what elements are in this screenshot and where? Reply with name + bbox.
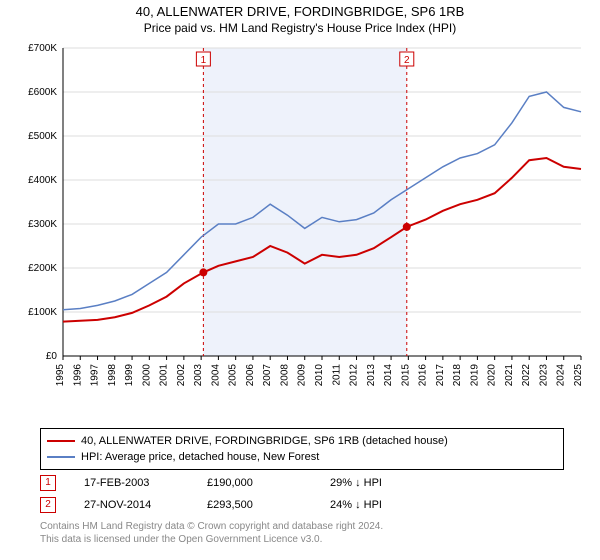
svg-text:2001: 2001	[159, 364, 170, 387]
svg-text:2023: 2023	[538, 364, 549, 387]
svg-text:£200K: £200K	[28, 263, 57, 274]
svg-text:2020: 2020	[487, 364, 498, 387]
svg-text:2010: 2010	[314, 364, 325, 387]
svg-text:£600K: £600K	[28, 87, 57, 98]
svg-text:£500K: £500K	[28, 131, 57, 142]
svg-text:2003: 2003	[193, 364, 204, 387]
title-main: 40, ALLENWATER DRIVE, FORDINGBRIDGE, SP6…	[0, 4, 600, 19]
svg-text:£100K: £100K	[28, 307, 57, 318]
footer-line: This data is licensed under the Open Gov…	[40, 533, 570, 546]
event-marker: 1	[40, 475, 56, 491]
svg-text:2005: 2005	[228, 364, 239, 387]
event-row: 1 17-FEB-2003 £190,000 29% ↓ HPI	[40, 472, 550, 494]
svg-text:2011: 2011	[331, 364, 342, 386]
svg-text:2008: 2008	[279, 364, 290, 387]
svg-text:1999: 1999	[124, 364, 135, 387]
svg-text:2025: 2025	[573, 364, 584, 387]
svg-text:2000: 2000	[141, 364, 152, 387]
svg-text:2018: 2018	[452, 364, 463, 387]
svg-text:1995: 1995	[55, 364, 66, 387]
svg-text:2004: 2004	[210, 364, 221, 387]
svg-text:£700K: £700K	[28, 43, 57, 54]
svg-text:1996: 1996	[72, 364, 83, 387]
svg-text:2007: 2007	[262, 364, 273, 387]
legend-item: HPI: Average price, detached house, New …	[47, 449, 557, 465]
legend-item: 40, ALLENWATER DRIVE, FORDINGBRIDGE, SP6…	[47, 433, 557, 449]
event-price: £293,500	[207, 494, 302, 516]
title-sub: Price paid vs. HM Land Registry's House …	[0, 21, 600, 35]
legend-label: 40, ALLENWATER DRIVE, FORDINGBRIDGE, SP6…	[81, 433, 448, 449]
svg-text:2021: 2021	[504, 364, 515, 387]
svg-text:£0: £0	[46, 351, 58, 362]
svg-text:2009: 2009	[297, 364, 308, 387]
footer-line: Contains HM Land Registry data © Crown c…	[40, 520, 570, 533]
svg-text:2: 2	[404, 55, 410, 66]
chart-titles: 40, ALLENWATER DRIVE, FORDINGBRIDGE, SP6…	[0, 0, 600, 35]
legend-swatch	[47, 440, 75, 442]
svg-text:2016: 2016	[418, 364, 429, 387]
svg-text:2006: 2006	[245, 364, 256, 387]
event-row: 2 27-NOV-2014 £293,500 24% ↓ HPI	[40, 494, 550, 516]
price-chart: £0 £100K £200K £300K £400K £500K £600K £700K 199…	[8, 40, 588, 395]
legend: 40, ALLENWATER DRIVE, FORDINGBRIDGE, SP6…	[40, 428, 564, 470]
event-marker: 2	[40, 497, 56, 513]
svg-text:2015: 2015	[400, 364, 411, 387]
svg-text:1998: 1998	[107, 364, 118, 387]
event-price: £190,000	[207, 472, 302, 494]
svg-text:1: 1	[201, 55, 207, 66]
svg-text:£400K: £400K	[28, 175, 57, 186]
svg-text:2022: 2022	[521, 364, 532, 387]
legend-label: HPI: Average price, detached house, New …	[81, 449, 319, 465]
event-date: 17-FEB-2003	[84, 472, 179, 494]
event-table: 1 17-FEB-2003 £190,000 29% ↓ HPI 2 27-NO…	[40, 472, 550, 516]
svg-text:2017: 2017	[435, 364, 446, 387]
event-date: 27-NOV-2014	[84, 494, 179, 516]
page: 40, ALLENWATER DRIVE, FORDINGBRIDGE, SP6…	[0, 0, 600, 560]
event-delta: 29% ↓ HPI	[330, 472, 425, 494]
svg-text:£300K: £300K	[28, 219, 57, 230]
legend-swatch	[47, 456, 75, 458]
svg-text:2002: 2002	[176, 364, 187, 387]
svg-text:2012: 2012	[349, 364, 360, 387]
svg-text:1997: 1997	[90, 364, 101, 387]
svg-text:2013: 2013	[366, 364, 377, 387]
event-delta: 24% ↓ HPI	[330, 494, 425, 516]
svg-text:2024: 2024	[556, 364, 567, 387]
svg-text:2014: 2014	[383, 364, 394, 387]
footer: Contains HM Land Registry data © Crown c…	[40, 520, 570, 546]
svg-text:2019: 2019	[469, 364, 480, 387]
